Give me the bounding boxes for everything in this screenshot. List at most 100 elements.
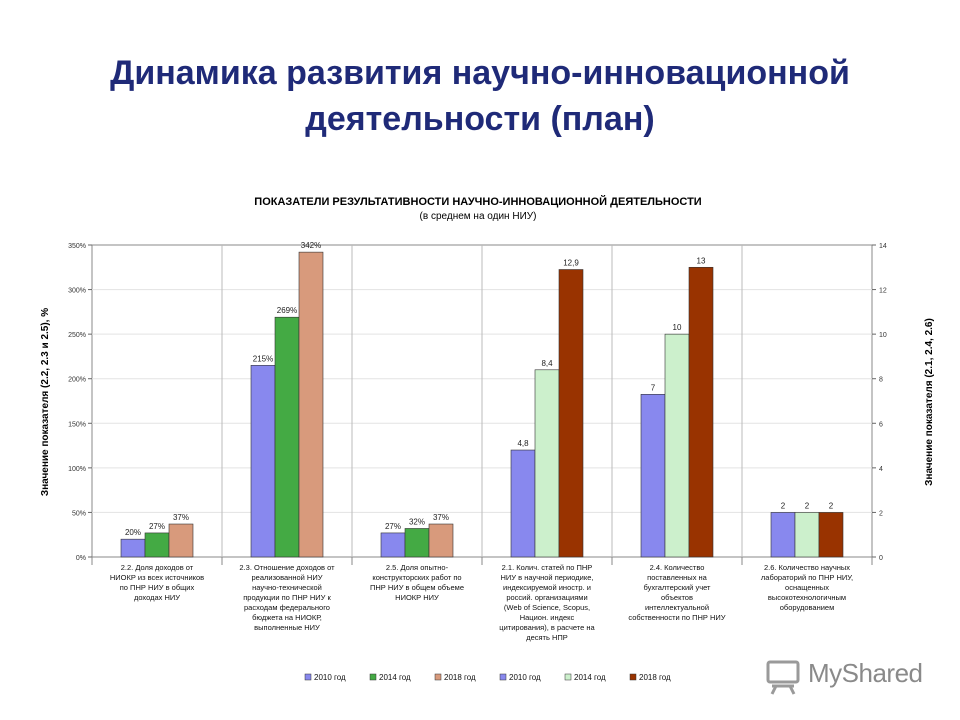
category-label-line: ПНР НИУ в общем объеме bbox=[370, 583, 464, 592]
category-label-line: расходам федерального bbox=[244, 603, 330, 612]
y-right-tick-label: 4 bbox=[879, 466, 883, 473]
data-label: 27% bbox=[385, 522, 401, 531]
data-label: 342% bbox=[301, 241, 321, 250]
data-label: 7 bbox=[651, 383, 656, 392]
category-label-line: Национ. индекс bbox=[520, 613, 575, 622]
category-label-line: высокотехнологичным bbox=[768, 593, 846, 602]
category-label-line: доходах НИУ bbox=[134, 593, 180, 602]
legend-label: 2014 год bbox=[574, 673, 606, 682]
category-label-line: 2.3. Отношение доходов от bbox=[239, 563, 335, 572]
legend-swatch bbox=[369, 673, 377, 681]
bar bbox=[770, 512, 796, 558]
watermark-text: MyShared bbox=[808, 658, 923, 688]
data-label: 2 bbox=[829, 501, 834, 510]
legend-label: 2014 год bbox=[379, 673, 411, 682]
legend-label: 2018 год bbox=[444, 673, 476, 682]
category-label-line: НИУ в научной периодике, bbox=[501, 573, 594, 582]
y-left-tick-label: 150% bbox=[68, 421, 86, 428]
category-label-line: научно-технической bbox=[252, 583, 322, 592]
category-label-line: индексируемой иностр. и bbox=[503, 583, 591, 592]
category-label-line: лабораторий по ПНР НИУ, bbox=[761, 573, 853, 582]
category-label-line: НИОКР из всех источников bbox=[110, 573, 204, 582]
legend-swatch bbox=[564, 673, 572, 681]
data-label: 32% bbox=[409, 517, 425, 526]
data-label: 12,9 bbox=[563, 259, 579, 268]
bar bbox=[120, 538, 146, 558]
category-label-line: реализованной НИУ bbox=[252, 573, 323, 582]
y-right-tick-label: 10 bbox=[879, 332, 887, 339]
legend-label: 2010 год bbox=[509, 673, 541, 682]
category-label-line: 2.1. Колич. статей по ПНР bbox=[502, 563, 593, 572]
data-label: 27% bbox=[149, 522, 165, 531]
data-label: 269% bbox=[277, 306, 297, 315]
y-right-tick-label: 12 bbox=[879, 288, 887, 295]
legend-swatch bbox=[434, 673, 442, 681]
legend: 2010 год 2014 год 2018 год 2010 год 2014 год… bbox=[304, 673, 671, 682]
slide-title: Динамика развития научно-инновационной д… bbox=[40, 50, 920, 142]
bar bbox=[688, 266, 714, 558]
slide-title-line-2: деятельности (план) bbox=[305, 100, 655, 138]
bar bbox=[818, 512, 844, 558]
category-label: 2.1. Колич. статей по ПНР НИУ в научной п… bbox=[499, 563, 595, 642]
bar bbox=[794, 512, 820, 558]
category-label-line: НИОКР НИУ bbox=[395, 593, 439, 602]
data-label: 10 bbox=[673, 323, 682, 332]
category-label-line: собственности по ПНР НИУ bbox=[628, 613, 725, 622]
category-label-line: продукции по ПНР НИУ к bbox=[243, 593, 331, 602]
bar bbox=[664, 333, 690, 558]
chart-subtitle: (в среднем на один НИУ) bbox=[420, 211, 537, 222]
category-label-line: оснащенных bbox=[785, 583, 829, 592]
bar bbox=[380, 532, 406, 558]
data-label: 37% bbox=[433, 513, 449, 522]
bar bbox=[428, 523, 454, 558]
data-label: 2 bbox=[781, 501, 786, 510]
bar bbox=[144, 532, 170, 558]
bar bbox=[168, 523, 194, 558]
bar bbox=[640, 394, 666, 558]
data-label: 215% bbox=[253, 354, 273, 363]
bar bbox=[534, 369, 560, 558]
y-left-tick-label: 250% bbox=[68, 332, 86, 339]
bar bbox=[404, 528, 430, 558]
category-label-line: оборудованием bbox=[780, 603, 835, 612]
y-left-tick-label: 350% bbox=[68, 243, 86, 250]
legend-swatch bbox=[629, 673, 637, 681]
y-left-tick-label: 300% bbox=[68, 288, 86, 295]
bar bbox=[510, 449, 536, 558]
data-label: 20% bbox=[125, 528, 141, 537]
legend-swatch bbox=[499, 673, 507, 681]
category-label: 2.4. Количество поставленных на бухгалтерс… bbox=[628, 563, 725, 622]
legend-swatch bbox=[304, 673, 312, 681]
y-right-tick-label: 14 bbox=[879, 243, 887, 250]
plot-area: 0% 50% 100% 150% 200% 250% 300% 350% 0 2 4 6 8 10 12 14… bbox=[68, 241, 887, 642]
category-label-line: 2.2. Доля доходов от bbox=[121, 563, 194, 572]
y-left-tick-label: 50% bbox=[72, 510, 86, 517]
category-label-line: по ПНР НИУ в общих bbox=[120, 583, 195, 592]
category-label-line: (Web of Science, Scopus, bbox=[504, 603, 590, 612]
bar bbox=[274, 316, 300, 558]
y-left-axis-label: Значение показателя (2.2, 2.3 и 2.5), % bbox=[40, 308, 51, 496]
y-right-tick-label: 6 bbox=[879, 421, 883, 428]
category-label: 2.2. Доля доходов от НИОКР из всех источн… bbox=[110, 563, 204, 602]
category-label-line: поставленных на bbox=[647, 573, 708, 582]
bar bbox=[298, 251, 324, 558]
category-label-line: десять НПР bbox=[526, 633, 568, 642]
category-label-line: интеллектуальной bbox=[645, 603, 709, 612]
category-label-line: 2.5. Доля опытно- bbox=[386, 563, 449, 572]
bar bbox=[250, 365, 276, 558]
y-left-tick-label: 0% bbox=[76, 555, 86, 562]
legend-label: 2010 год bbox=[314, 673, 346, 682]
category-label: 2.6. Количество научных лабораторий по ПН… bbox=[761, 563, 853, 612]
data-label: 4,8 bbox=[517, 439, 529, 448]
category-label: 2.3. Отношение доходов от реализованной Н… bbox=[239, 563, 335, 632]
bar bbox=[558, 269, 584, 558]
y-left-tick-label: 100% bbox=[68, 466, 86, 473]
y-right-tick-label: 0 bbox=[879, 555, 883, 562]
category-label-line: цитирования), в расчете на bbox=[499, 623, 595, 632]
y-left-tick-label: 200% bbox=[68, 377, 86, 384]
y-right-tick-label: 8 bbox=[879, 377, 883, 384]
category-label-line: бюджета на НИОКР, bbox=[252, 613, 322, 622]
category-label-line: объектов bbox=[661, 593, 693, 602]
category-label-line: 2.6. Количество научных bbox=[764, 563, 850, 572]
y-right-tick-label: 2 bbox=[879, 510, 883, 517]
